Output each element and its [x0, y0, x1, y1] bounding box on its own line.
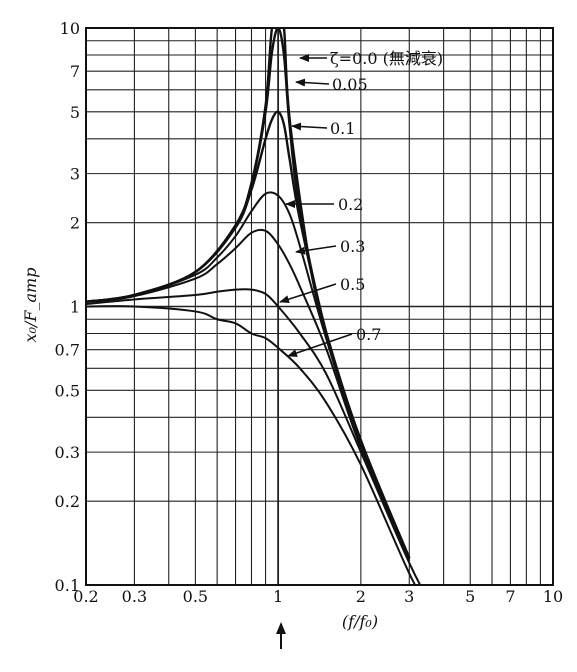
legend-label: 0.5 — [340, 275, 365, 294]
series-line-3 — [86, 191, 411, 560]
x-tick-label: 0.3 — [122, 587, 147, 606]
x-axis-label: (f/f₀) — [342, 612, 378, 631]
y-tick-label: 5 — [70, 103, 80, 122]
legend-label: 0.3 — [340, 237, 365, 256]
legend-arrow-icon — [287, 333, 353, 357]
x-tick-label: 0.2 — [73, 587, 98, 606]
legend-label: 0.05 — [332, 75, 368, 94]
series-layer — [86, 28, 422, 585]
resonance-arrow-icon — [276, 622, 286, 649]
legend-labels: ζ=0.0 (無減衰) 0.05 0.1 0.2 0.3 0.5 0.7 — [279, 49, 443, 357]
x-tick-labels: 0.2 0.3 0.5 1 2 3 5 7 10 — [73, 587, 563, 606]
legend-arrow-icon — [291, 122, 328, 131]
y-axis-label: x₀/F_amp — [21, 268, 40, 343]
x-tick-label: 1 — [273, 587, 283, 606]
x-tick-label: 10 — [543, 587, 563, 606]
y-tick-label: 2 — [70, 214, 80, 233]
y-tick-labels: 0.1 0.2 0.3 0.5 0.7 1 2 3 5 7 10 — [55, 19, 80, 595]
x-tick-label: 3 — [404, 587, 414, 606]
y-tick-label: 7 — [70, 62, 80, 81]
y-tick-label: 3 — [70, 165, 80, 184]
series-line-5 — [86, 288, 422, 585]
legend-arrow-icon — [295, 78, 330, 87]
x-tick-label: 7 — [505, 587, 515, 606]
plot-frame — [85, 27, 554, 586]
x-tick-label: 2 — [356, 587, 366, 606]
y-tick-label: 0.2 — [55, 492, 80, 511]
legend-label: ζ=0.0 (無減衰) — [330, 49, 443, 68]
y-tick-label: 1 — [70, 298, 80, 317]
y-tick-label: 0.1 — [55, 576, 80, 595]
y-tick-label: 0.3 — [55, 443, 80, 462]
series-line-6 — [86, 305, 417, 585]
legend-label: 0.7 — [356, 325, 381, 344]
legend-arrow-icon — [279, 283, 337, 304]
y-tick-label: 0.5 — [55, 381, 80, 400]
legend-arrow-icon — [295, 245, 337, 255]
legend-label: 0.1 — [330, 119, 355, 138]
x-tick-label: 0.5 — [183, 587, 208, 606]
legend-label: 0.2 — [338, 195, 363, 214]
y-tick-label: 10 — [60, 19, 80, 38]
y-tick-label: 0.7 — [55, 341, 80, 360]
series-line-4 — [86, 228, 411, 562]
x-tick-label: 5 — [465, 587, 475, 606]
